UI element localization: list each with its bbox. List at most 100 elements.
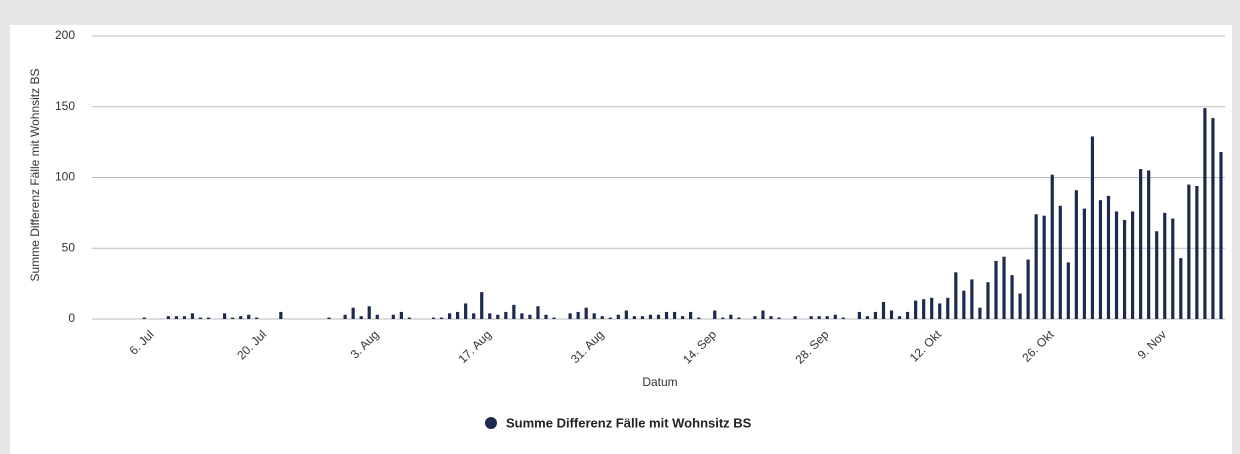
bar bbox=[351, 307, 355, 319]
bar bbox=[881, 302, 886, 319]
bar bbox=[496, 314, 500, 319]
bar bbox=[1042, 215, 1046, 319]
bar bbox=[640, 316, 645, 319]
bar bbox=[922, 299, 926, 319]
bar bbox=[367, 306, 371, 319]
bar bbox=[1211, 118, 1215, 319]
bar bbox=[1122, 219, 1127, 319]
bar bbox=[833, 314, 837, 319]
bar bbox=[616, 314, 620, 319]
bar bbox=[1082, 208, 1086, 319]
bar bbox=[222, 313, 227, 319]
bar bbox=[1163, 212, 1167, 319]
bar bbox=[182, 316, 187, 319]
bar bbox=[488, 313, 492, 319]
bar bbox=[946, 297, 950, 319]
bar bbox=[905, 311, 910, 319]
bar bbox=[689, 311, 693, 319]
bar bbox=[536, 306, 540, 319]
bar bbox=[1155, 231, 1159, 319]
bar bbox=[1171, 218, 1175, 319]
bar bbox=[737, 317, 741, 319]
bar bbox=[930, 297, 934, 319]
bar bbox=[391, 314, 395, 319]
bar bbox=[279, 311, 283, 319]
bar bbox=[994, 260, 998, 319]
bar bbox=[648, 314, 653, 319]
bar bbox=[624, 310, 628, 319]
bar bbox=[761, 310, 765, 319]
bar bbox=[721, 317, 725, 319]
bar bbox=[664, 311, 669, 319]
bar bbox=[375, 314, 379, 319]
bar bbox=[1002, 256, 1006, 319]
bar bbox=[504, 311, 508, 319]
bar bbox=[1203, 108, 1207, 319]
bar bbox=[632, 316, 636, 319]
bar bbox=[1130, 211, 1135, 319]
bar bbox=[897, 316, 902, 319]
bar bbox=[817, 316, 821, 319]
bar bbox=[865, 316, 870, 319]
bar bbox=[914, 300, 918, 319]
bar bbox=[1195, 185, 1199, 319]
bar bbox=[600, 316, 604, 319]
bar bbox=[986, 282, 990, 319]
bar bbox=[142, 317, 146, 319]
bar bbox=[841, 317, 845, 319]
bar bbox=[608, 317, 612, 319]
y-tick-label: 150 bbox=[55, 99, 75, 113]
bar bbox=[793, 316, 797, 319]
bar bbox=[464, 303, 468, 319]
bar bbox=[166, 316, 170, 319]
bar bbox=[1187, 184, 1191, 319]
bar bbox=[1179, 258, 1183, 319]
y-tick-label: 100 bbox=[55, 170, 75, 184]
bar bbox=[713, 310, 717, 319]
y-tick-label: 0 bbox=[68, 311, 75, 325]
bar bbox=[1058, 205, 1062, 319]
bar bbox=[656, 314, 661, 319]
bar bbox=[873, 311, 878, 319]
bar bbox=[1026, 259, 1030, 319]
bar bbox=[954, 272, 958, 319]
bar bbox=[512, 304, 516, 319]
bar bbox=[239, 316, 243, 319]
x-axis-title: Datum bbox=[642, 375, 677, 389]
bar bbox=[809, 316, 813, 319]
legend-marker bbox=[485, 417, 497, 429]
bar bbox=[327, 317, 331, 319]
bar bbox=[681, 316, 685, 319]
y-axis-title: Summe Differenz Fälle mit Wohnsitz BS bbox=[28, 69, 42, 282]
bar bbox=[753, 316, 757, 319]
bar bbox=[431, 317, 436, 319]
bar bbox=[672, 311, 677, 319]
bar bbox=[962, 290, 966, 319]
bar bbox=[584, 307, 588, 319]
bar bbox=[1066, 262, 1070, 319]
bar bbox=[174, 316, 178, 319]
bar bbox=[544, 314, 548, 319]
bar bbox=[255, 317, 259, 319]
bar bbox=[1090, 136, 1095, 319]
bar bbox=[1219, 152, 1223, 319]
legend-label: Summe Differenz Fälle mit Wohnsitz BS bbox=[506, 415, 752, 430]
bar bbox=[407, 317, 412, 319]
bar bbox=[552, 317, 556, 319]
bar bbox=[528, 314, 532, 319]
bar bbox=[1139, 169, 1143, 319]
bar bbox=[1018, 293, 1022, 319]
bar bbox=[1098, 200, 1103, 319]
bar bbox=[190, 313, 195, 319]
bar bbox=[447, 313, 452, 319]
bar bbox=[231, 317, 235, 319]
bar bbox=[857, 311, 861, 319]
bar bbox=[399, 311, 403, 319]
bar bbox=[978, 307, 982, 319]
bar bbox=[520, 313, 524, 319]
bar bbox=[592, 313, 596, 319]
panel bbox=[10, 25, 1232, 454]
bar bbox=[729, 314, 733, 319]
